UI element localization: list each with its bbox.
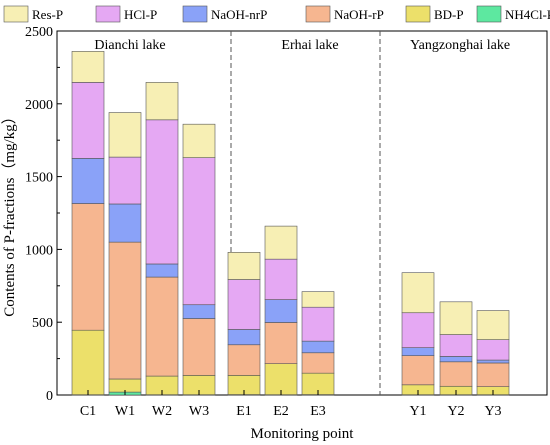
x-tick-label: W3 bbox=[189, 404, 209, 419]
group-label-3: Yangzonghai lake bbox=[410, 38, 510, 53]
bar-segment-E3-Res-P bbox=[301, 291, 335, 308]
bar-segment-W2-HCl-P bbox=[145, 119, 179, 265]
x-tick-label: E1 bbox=[236, 404, 252, 419]
y-axis: 0 500 1000 1500 2000 2500 bbox=[25, 25, 62, 404]
bar-segment-W1-HCl-P bbox=[108, 156, 142, 205]
bar-segment-W1-Res-P bbox=[108, 112, 142, 158]
legend-label-NH4Cl-P: NH4Cl-P bbox=[505, 7, 550, 22]
y-tick-label: 0 bbox=[46, 389, 53, 404]
y-tick-label: 500 bbox=[32, 316, 53, 331]
bar-segment-Y1-NaOH-rP bbox=[401, 355, 435, 386]
bar-segment-W2-NaOH-rP bbox=[145, 276, 179, 377]
legend-swatch-Res-P bbox=[3, 5, 29, 23]
x-axis: C1 W1 W2 W3 E1 E2 E3 Y1 Y2 Y3 bbox=[80, 390, 502, 419]
bar-segment-E1-HCl-P bbox=[227, 279, 261, 330]
x-tick-label: E2 bbox=[273, 404, 289, 419]
bar-segment-W3-Res-P bbox=[182, 123, 216, 158]
bar-segment-E3-HCl-P bbox=[301, 306, 335, 342]
y-tick-label: 1500 bbox=[25, 171, 53, 186]
bar-segment-E1-NaOH-rP bbox=[227, 344, 261, 376]
bar-segment-C1-BD-P bbox=[71, 329, 105, 396]
bar-segment-Y2-Res-P bbox=[439, 301, 473, 335]
bars bbox=[71, 51, 510, 396]
legend-label-NaOH-nrP: NaOH-nrP bbox=[211, 7, 267, 22]
bar-segment-E2-NaOH-nrP bbox=[264, 299, 298, 323]
bar-segment-W3-NaOH-rP bbox=[182, 318, 216, 376]
bar-segment-Y1-NaOH-nrP bbox=[401, 347, 435, 356]
x-tick-label: C1 bbox=[80, 404, 96, 419]
bar-segment-C1-HCl-P bbox=[71, 82, 105, 159]
x-axis-title: Monitoring point bbox=[251, 426, 355, 442]
legend-swatch-NaOH-nrP bbox=[182, 5, 208, 23]
legend-swatch-NH4Cl-P bbox=[476, 5, 502, 23]
bar-segment-C1-Res-P bbox=[71, 51, 105, 83]
bar-segment-E1-NaOH-nrP bbox=[227, 329, 261, 346]
bar-segment-E2-BD-P bbox=[264, 363, 298, 396]
bar-segment-Y1-HCl-P bbox=[401, 312, 435, 348]
bar-segment-E2-HCl-P bbox=[264, 258, 298, 300]
x-tick-label: Y2 bbox=[447, 404, 464, 419]
bar-segment-E2-NaOH-rP bbox=[264, 322, 298, 364]
bar-segment-Y1-Res-P bbox=[401, 272, 435, 314]
legend-swatch-BD-P bbox=[405, 5, 431, 23]
y-axis-title: Contents of P-fractions（mg/kg） bbox=[1, 109, 18, 316]
x-tick-label: E3 bbox=[310, 404, 326, 419]
bar-segment-W3-NaOH-nrP bbox=[182, 304, 216, 319]
legend-swatch-NaOH-rP bbox=[305, 5, 331, 23]
bar-segment-Y2-NaOH-rP bbox=[439, 361, 473, 387]
bar-segment-W1-NaOH-nrP bbox=[108, 203, 142, 243]
bar-segment-Y3-Res-P bbox=[476, 310, 510, 340]
y-tick-label: 1000 bbox=[25, 243, 53, 258]
lake-separators bbox=[230, 31, 381, 395]
bar-segment-E1-Res-P bbox=[227, 252, 261, 280]
legend-swatch-HCl-P bbox=[95, 5, 121, 23]
bar-segment-W2-Res-P bbox=[145, 82, 179, 121]
bar-segment-Y3-NaOH-rP bbox=[476, 362, 510, 388]
legend-label-Res-P: Res-P bbox=[32, 7, 63, 22]
group-label-2: Erhai lake bbox=[281, 38, 338, 53]
bar-segment-C1-NaOH-rP bbox=[71, 203, 105, 331]
legend-label-NaOH-rP: NaOH-rP bbox=[334, 7, 384, 22]
x-tick-label: Y1 bbox=[409, 404, 426, 419]
bar-segment-Y3-HCl-P bbox=[476, 339, 510, 361]
bar-segment-Y3-NaOH-nrP bbox=[476, 359, 510, 364]
group-label-1: Dianchi lake bbox=[94, 38, 165, 53]
bar-segment-W2-NaOH-nrP bbox=[145, 263, 179, 278]
x-tick-label: Y3 bbox=[484, 404, 501, 419]
legend-label-BD-P: BD-P bbox=[434, 7, 464, 22]
legend: Res-P HCl-P NaOH-nrP NaOH-rP BD-P NH4Cl-P bbox=[3, 5, 550, 23]
bar-segment-W1-NaOH-rP bbox=[108, 241, 142, 380]
lake-group-labels: Dianchi lake Erhai lake Yangzonghai lake bbox=[94, 38, 510, 53]
bar-segment-E2-Res-P bbox=[264, 225, 298, 260]
legend-label-HCl-P: HCl-P bbox=[124, 7, 157, 22]
bar-segment-E3-NaOH-rP bbox=[301, 352, 335, 374]
y-tick-label: 2500 bbox=[25, 25, 53, 40]
x-tick-label: W2 bbox=[152, 404, 172, 419]
bar-segment-W3-HCl-P bbox=[182, 157, 216, 306]
x-tick-label: W1 bbox=[115, 404, 135, 419]
bar-segment-Y2-NaOH-nrP bbox=[439, 356, 473, 363]
y-tick-label: 2000 bbox=[25, 98, 53, 113]
bar-segment-Y2-HCl-P bbox=[439, 334, 473, 357]
bar-segment-E3-NaOH-nrP bbox=[301, 340, 335, 354]
bar-segment-C1-NaOH-nrP bbox=[71, 158, 105, 204]
